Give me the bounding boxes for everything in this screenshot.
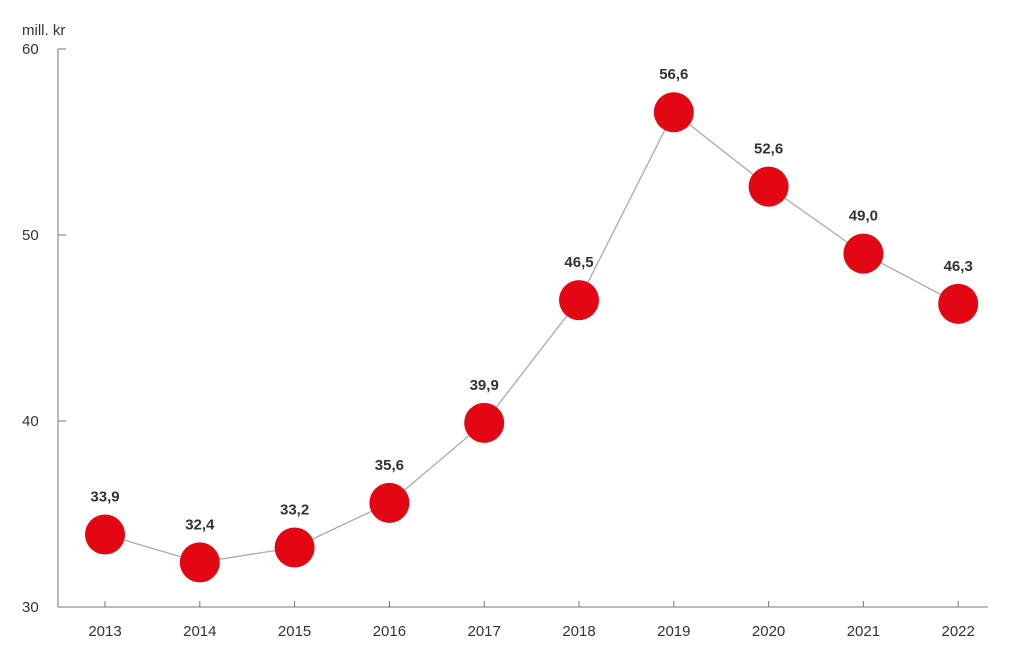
data-label: 33,9: [90, 488, 119, 505]
x-tick-label: 2014: [183, 623, 216, 640]
data-point: [559, 280, 599, 321]
data-label: 52,6: [754, 141, 783, 158]
series-line: [104, 111, 959, 564]
x-tick-label: 2017: [468, 623, 501, 640]
y-tick-label: 50: [22, 227, 39, 244]
data-point: [653, 92, 694, 133]
axes: [57, 49, 988, 608]
data-labels: 33,9 32,4 33,2 35,6 39,9 46,5 56,6 52,6 49,0 46,3: [90, 66, 972, 533]
data-point: [748, 166, 789, 207]
data-points: [85, 92, 979, 583]
data-label: 56,6: [659, 66, 688, 83]
data-point: [85, 514, 125, 555]
y-tick-label: 30: [22, 599, 39, 616]
data-label: 39,9: [470, 377, 499, 394]
data-label: 46,5: [564, 254, 593, 271]
data-point: [938, 283, 979, 324]
data-label: 49,0: [849, 208, 878, 225]
x-tick-label: 2022: [942, 623, 975, 640]
x-tick-label: 2018: [562, 623, 595, 640]
data-label: 35,6: [375, 457, 404, 474]
x-tick-label: 2020: [752, 623, 785, 640]
data-point: [464, 402, 505, 443]
x-tick-label: 2015: [278, 623, 311, 640]
x-tick-label: 2013: [88, 623, 121, 640]
x-tick-label: 2016: [373, 623, 406, 640]
y-axis-unit-label: mill. kr: [22, 22, 65, 39]
data-point: [843, 233, 884, 274]
x-tick-label: 2019: [657, 623, 690, 640]
data-label: 32,4: [185, 516, 215, 533]
y-tick-label: 60: [22, 41, 39, 58]
data-point: [369, 482, 410, 523]
data-label: 46,3: [944, 258, 973, 275]
x-tick-label: 2021: [847, 623, 880, 640]
y-tick-label: 40: [22, 413, 39, 430]
x-axis-ticks: 2013 2014 2015 2016 2017 2018 2019 2020 2021 2022: [88, 601, 975, 640]
data-point: [274, 527, 315, 568]
y-axis-ticks: 30 40 50 60: [22, 41, 66, 616]
data-label: 33,2: [280, 501, 309, 518]
data-point: [179, 542, 220, 583]
